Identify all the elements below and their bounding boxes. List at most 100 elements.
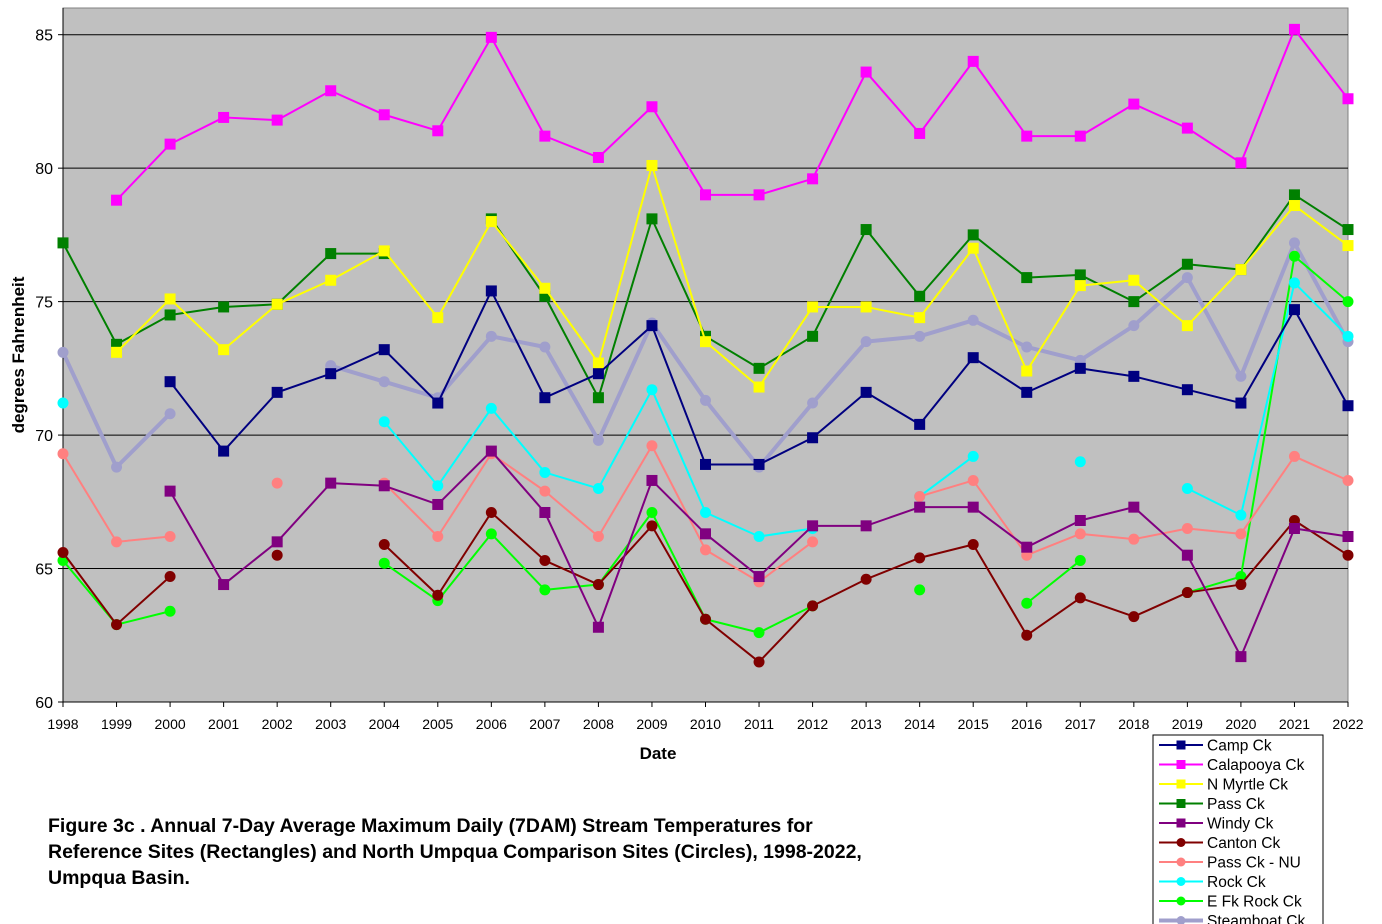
marker <box>1021 541 1033 553</box>
marker <box>914 490 926 502</box>
marker <box>1181 320 1193 332</box>
marker <box>271 386 283 398</box>
x-axis-label: Date <box>640 744 677 763</box>
marker <box>539 392 551 404</box>
x-tick-label: 2013 <box>851 716 882 732</box>
marker <box>592 434 604 446</box>
marker <box>432 312 444 324</box>
marker <box>111 461 123 473</box>
marker <box>378 344 390 356</box>
marker <box>646 320 658 332</box>
marker <box>432 125 444 137</box>
legend-label: Pass Ck <box>1207 796 1265 813</box>
marker <box>1288 523 1300 534</box>
marker <box>164 605 176 617</box>
marker <box>325 274 337 286</box>
y-tick-label: 85 <box>35 28 53 45</box>
marker <box>271 536 283 548</box>
marker <box>164 485 176 497</box>
x-tick-label: 2011 <box>744 716 774 732</box>
marker <box>1074 130 1086 142</box>
marker <box>807 330 819 342</box>
marker <box>807 600 819 612</box>
marker <box>1288 277 1300 289</box>
marker <box>111 536 123 548</box>
marker <box>432 397 444 409</box>
marker <box>1176 818 1186 828</box>
series-line <box>115 28 1349 201</box>
x-tick-label: 2009 <box>636 716 667 732</box>
marker <box>646 440 658 452</box>
x-tick-label: 2000 <box>155 716 186 732</box>
legend-label: Canton Ck <box>1207 835 1280 852</box>
x-tick-label: 2002 <box>262 716 293 732</box>
marker <box>111 194 123 206</box>
marker <box>646 213 658 225</box>
marker <box>700 336 711 348</box>
x-tick-label: 2003 <box>315 716 346 732</box>
x-tick-label: 2010 <box>690 716 721 732</box>
marker <box>271 114 283 126</box>
y-tick-label: 80 <box>35 161 53 178</box>
marker <box>1342 240 1354 252</box>
marker <box>700 394 711 406</box>
y-tick-label: 65 <box>35 562 53 579</box>
x-tick-label: 2017 <box>1065 716 1096 732</box>
marker <box>539 485 551 497</box>
marker <box>967 242 979 254</box>
plot-area <box>62 7 1349 703</box>
marker <box>1342 549 1354 561</box>
marker <box>860 301 872 313</box>
marker <box>967 474 979 486</box>
marker <box>1181 549 1193 561</box>
marker <box>1181 258 1193 270</box>
marker <box>860 520 872 532</box>
marker <box>325 477 337 489</box>
marker <box>1074 592 1086 604</box>
marker <box>1021 386 1033 398</box>
marker <box>1176 916 1186 924</box>
marker <box>378 557 390 569</box>
marker <box>1342 330 1354 342</box>
marker <box>1181 384 1193 396</box>
marker <box>646 384 658 396</box>
marker <box>539 282 551 294</box>
marker <box>753 189 765 201</box>
marker <box>1235 509 1247 521</box>
marker <box>164 293 176 305</box>
marker <box>1181 482 1193 494</box>
marker <box>1074 555 1086 567</box>
legend: Camp Ck Calapooya Ck N Myrtle Ck Pass Ck Win… <box>1152 734 1324 924</box>
marker <box>485 31 497 43</box>
marker <box>914 127 926 139</box>
marker <box>1176 857 1186 867</box>
marker <box>1288 237 1300 249</box>
x-tick-label: 2014 <box>904 716 935 732</box>
marker <box>1176 740 1186 750</box>
marker <box>378 539 390 551</box>
marker <box>914 501 926 513</box>
marker <box>1235 571 1247 583</box>
marker <box>646 506 658 518</box>
marker <box>967 314 979 326</box>
legend-label: N Myrtle Ck <box>1207 777 1288 794</box>
x-tick-label: 2019 <box>1172 716 1203 732</box>
marker <box>378 416 390 428</box>
marker <box>164 376 176 388</box>
marker <box>325 85 337 97</box>
marker <box>164 571 176 583</box>
legend-label: Camp Ck <box>1207 738 1272 755</box>
marker <box>860 386 872 398</box>
x-tick-label: 2005 <box>422 716 453 732</box>
marker <box>432 531 444 543</box>
marker <box>1342 296 1354 308</box>
marker <box>1181 587 1193 599</box>
marker <box>57 397 69 409</box>
marker <box>1235 651 1247 663</box>
marker <box>1128 274 1140 286</box>
marker <box>700 458 711 470</box>
marker <box>753 627 765 639</box>
marker <box>592 357 604 369</box>
marker <box>592 531 604 543</box>
